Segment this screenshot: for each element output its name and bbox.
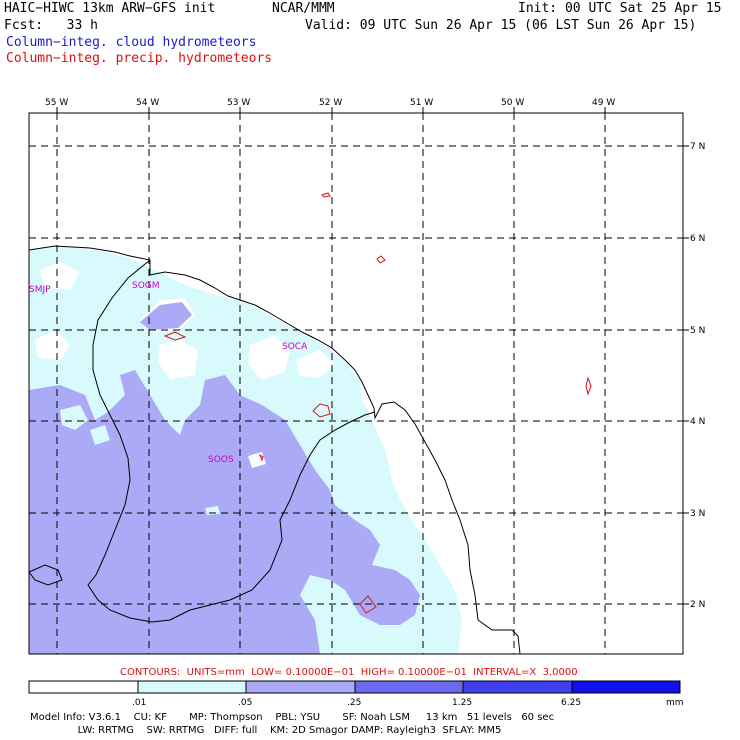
map-frame bbox=[28, 112, 684, 655]
coastlines bbox=[28, 245, 521, 655]
longitude-labels: 55 W 54 W 53 W 52 W 51 W 50 W 49 W bbox=[45, 98, 615, 108]
colorbar-bin bbox=[245, 680, 356, 694]
colorbar-tick: .25 bbox=[347, 698, 361, 708]
colorbar-tick: .05 bbox=[238, 698, 252, 708]
lat-label: 2 N bbox=[690, 600, 705, 610]
colorbar-bin bbox=[462, 680, 573, 694]
clear-gap-3 bbox=[35, 330, 70, 360]
clear-gap-8 bbox=[60, 405, 88, 430]
colorbar-bin bbox=[137, 680, 247, 694]
lon-label: 50 W bbox=[501, 98, 524, 108]
lat-label: 5 N bbox=[690, 326, 705, 336]
lat-label: 4 N bbox=[690, 417, 705, 427]
cloud-fill-light-2 bbox=[305, 380, 362, 420]
lat-label: 6 N bbox=[690, 234, 705, 244]
lon-label: 49 W bbox=[592, 98, 615, 108]
colorbar-tick: .01 bbox=[132, 698, 146, 708]
clear-gap-4 bbox=[248, 335, 290, 380]
model-info-line2: LW: RRTMG SW: RRTMG DIFF: full KM: 2D Sm… bbox=[30, 725, 502, 736]
lon-label: 54 W bbox=[136, 98, 159, 108]
clear-gap-6 bbox=[40, 262, 80, 290]
lon-label: 53 W bbox=[227, 98, 250, 108]
station-label: SOOS bbox=[208, 455, 234, 465]
tick-marks bbox=[56, 107, 689, 605]
contours-info: CONTOURS: UNITS=mm LOW= 0.10000E−01 HIGH… bbox=[120, 667, 578, 678]
clear-gap-9 bbox=[90, 425, 110, 445]
valid-time: Valid: 09 UTC Sun 26 Apr 15 (06 LST Sun … bbox=[305, 18, 697, 33]
init-time: Init: 00 UTC Sat 25 Apr 15 bbox=[518, 1, 722, 16]
clear-gap-2 bbox=[158, 340, 198, 380]
station-labels: SMJP SOGM SOCA SOOS bbox=[29, 281, 308, 465]
field-cloud-label: Column−integ. cloud hydrometeors bbox=[6, 35, 257, 50]
colorbar-ticks: .01 .05 .25 1.25 6.25 mm bbox=[132, 698, 684, 708]
colorbar-units: mm bbox=[666, 698, 684, 708]
colorbar-tick: 1.25 bbox=[452, 698, 472, 708]
clear-gap-11 bbox=[205, 506, 220, 515]
forecast-hour: Fcst: 33 h bbox=[4, 18, 98, 33]
lon-label: 51 W bbox=[410, 98, 433, 108]
lat-label: 7 N bbox=[690, 142, 705, 152]
map-grid bbox=[29, 113, 683, 654]
colorbar bbox=[28, 680, 681, 694]
precip-contours bbox=[163, 192, 592, 614]
cloud-fill-mid bbox=[29, 370, 420, 654]
model-info-line1: Model Info: V3.6.1 CU: KF MP: Thompson P… bbox=[30, 712, 555, 723]
colorbar-bin bbox=[28, 680, 139, 694]
model-title: HAIC−HIWC 13km ARW−GFS init bbox=[4, 1, 216, 16]
clear-gap-5 bbox=[296, 350, 335, 378]
lat-label: 3 N bbox=[690, 509, 705, 519]
colorbar-bin bbox=[571, 680, 681, 694]
station-label: SOGM bbox=[132, 281, 160, 291]
field-precip-label: Column−integ. precip. hydrometeors bbox=[6, 51, 273, 66]
station-label: SMJP bbox=[29, 285, 51, 295]
lon-label: 55 W bbox=[45, 98, 68, 108]
organization: NCAR/MMM bbox=[272, 1, 335, 16]
colorbar-bin bbox=[354, 680, 464, 694]
cloud-fill-mid-3 bbox=[65, 620, 150, 654]
station-label: SOCA bbox=[282, 342, 308, 352]
lon-label: 52 W bbox=[319, 98, 342, 108]
colorbar-tick: 6.25 bbox=[561, 698, 581, 708]
cloud-fill-mid-2 bbox=[140, 302, 192, 330]
latitude-labels: 7 N 6 N 5 N 4 N 3 N 2 N bbox=[690, 142, 705, 610]
